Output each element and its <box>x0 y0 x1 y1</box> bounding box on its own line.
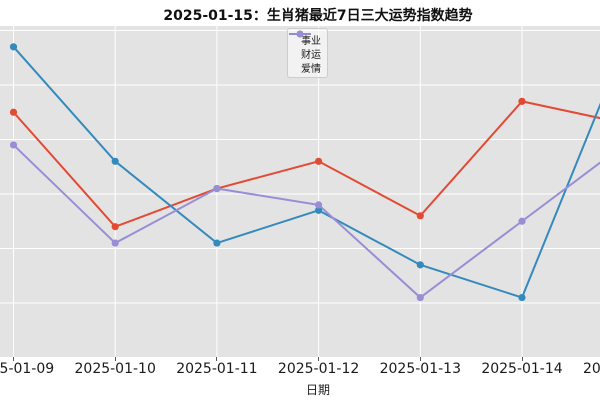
legend-item: 财运 <box>289 30 321 61</box>
data-point <box>213 239 221 247</box>
data-point <box>9 141 18 149</box>
x-tick-label: 2025-01-13 <box>379 361 461 377</box>
data-point <box>315 206 323 214</box>
data-point <box>315 157 323 165</box>
series-line-0 <box>12 100 600 228</box>
data-point <box>111 223 119 231</box>
x-tick-label: 2025-01-12 <box>277 361 360 377</box>
legend-item-label: 爱情 <box>301 63 321 75</box>
data-point <box>9 43 18 51</box>
series-line-1 <box>12 46 600 299</box>
x-tick-label: 2025-01-09 <box>0 361 55 377</box>
data-point <box>213 184 221 193</box>
data-point <box>416 212 424 220</box>
data-point <box>111 239 119 247</box>
data-point <box>518 217 526 225</box>
x-axis: 日期 2025-01-09 2025-01-10 2025-01-11 2025-01… <box>0 357 600 400</box>
data-point <box>9 108 18 116</box>
x-tick-label: 2025-01-15 <box>583 361 600 377</box>
x-tick <box>114 357 116 361</box>
x-tick-label: 2025-01-14 <box>481 361 563 377</box>
legend-item-label: 事业 <box>301 35 321 47</box>
x-axis-label: 日期 <box>305 383 331 397</box>
legend-item: 爱情 <box>289 30 321 75</box>
data-point <box>416 293 424 302</box>
legend-item-label: 财运 <box>301 49 321 61</box>
x-tick <box>13 357 14 361</box>
x-tick-label: 2025-01-11 <box>176 361 258 377</box>
x-tick <box>521 357 523 361</box>
data-point <box>416 261 424 269</box>
x-tick <box>216 357 218 361</box>
x-tick <box>419 357 421 361</box>
legend: 事业 财运 爱情 <box>287 28 328 78</box>
data-point <box>111 157 119 165</box>
x-tick <box>318 357 320 361</box>
data-point <box>518 97 526 105</box>
plot-area: 事业 财运 爱情 <box>0 26 600 357</box>
data-point <box>315 201 323 209</box>
chart-title: 2025-01-15：生肖猪最近7日三大运势指数趋势 <box>163 8 473 24</box>
series-line-2 <box>12 144 600 299</box>
data-point <box>518 293 526 302</box>
x-tick-label: 2025-01-10 <box>74 361 156 377</box>
legend-line-marker-icon <box>289 30 311 38</box>
